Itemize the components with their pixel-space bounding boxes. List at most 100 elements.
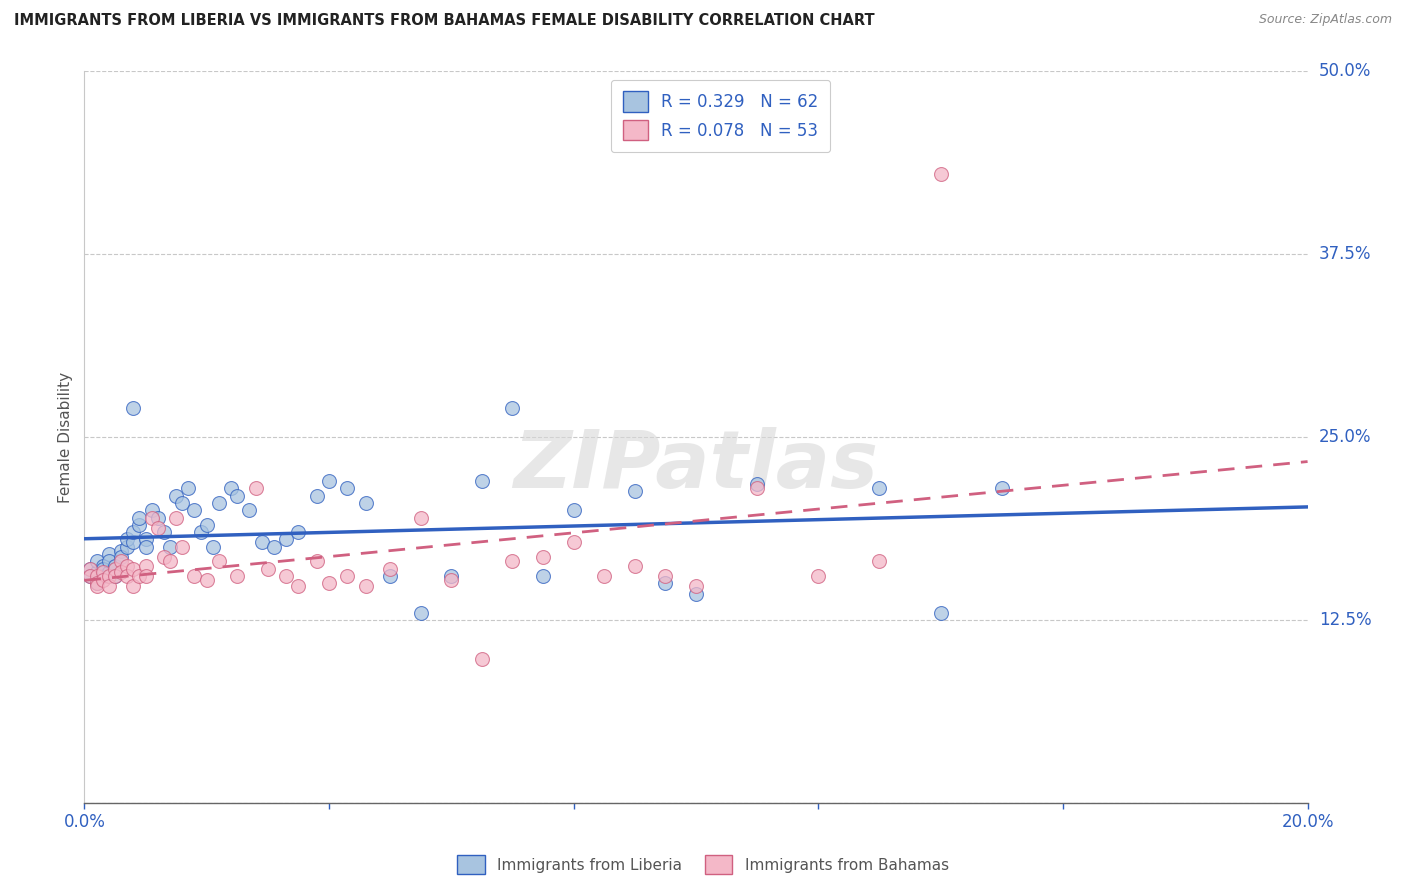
Point — [91, 565, 114, 579]
Point — [110, 565, 132, 579]
Point — [115, 558, 138, 573]
Point — [354, 496, 377, 510]
Point — [153, 549, 176, 564]
Point — [135, 540, 157, 554]
Point — [654, 576, 676, 591]
Point — [79, 569, 101, 583]
Point — [135, 533, 157, 547]
Point — [159, 540, 181, 554]
Point — [165, 510, 187, 524]
Point — [135, 569, 157, 583]
Point — [104, 562, 127, 576]
Point — [624, 484, 647, 499]
Point — [593, 569, 616, 583]
Point — [97, 554, 120, 568]
Point — [122, 579, 145, 593]
Point — [79, 562, 101, 576]
Point — [190, 525, 212, 540]
Point — [141, 503, 163, 517]
Point — [929, 606, 952, 620]
Point — [276, 569, 298, 583]
Point — [929, 167, 952, 181]
Point — [226, 489, 249, 503]
Point — [79, 562, 101, 576]
Point — [208, 554, 231, 568]
Point — [991, 481, 1014, 495]
Point — [208, 496, 231, 510]
Point — [531, 549, 554, 564]
Legend: Immigrants from Liberia, Immigrants from Bahamas: Immigrants from Liberia, Immigrants from… — [451, 849, 955, 880]
Point — [86, 569, 108, 583]
Point — [263, 540, 285, 554]
Point — [562, 503, 585, 517]
Point — [380, 569, 402, 583]
Point — [86, 554, 108, 568]
Point — [104, 562, 127, 576]
Point — [562, 535, 585, 549]
Point — [86, 576, 108, 591]
Point — [86, 576, 108, 591]
Point — [128, 569, 150, 583]
Point — [104, 569, 127, 583]
Text: ZIPatlas: ZIPatlas — [513, 427, 879, 506]
Point — [91, 569, 114, 583]
Point — [747, 476, 769, 491]
Point — [654, 569, 676, 583]
Point — [110, 549, 132, 564]
Point — [409, 510, 432, 524]
Point — [104, 558, 127, 573]
Point — [177, 481, 200, 495]
Point — [91, 562, 114, 576]
Point — [159, 554, 181, 568]
Point — [318, 474, 340, 488]
Point — [183, 503, 205, 517]
Point — [409, 606, 432, 620]
Point — [502, 554, 524, 568]
Point — [97, 565, 120, 579]
Point — [91, 574, 114, 588]
Point — [128, 517, 150, 532]
Point — [238, 503, 260, 517]
Point — [276, 533, 298, 547]
Point — [115, 533, 138, 547]
Point — [128, 510, 150, 524]
Point — [183, 569, 205, 583]
Text: Source: ZipAtlas.com: Source: ZipAtlas.com — [1258, 13, 1392, 27]
Point — [305, 489, 328, 503]
Point — [287, 525, 309, 540]
Legend: R = 0.329   N = 62, R = 0.078   N = 53: R = 0.329 N = 62, R = 0.078 N = 53 — [612, 79, 830, 152]
Point — [86, 565, 108, 579]
Point — [122, 562, 145, 576]
Point — [747, 481, 769, 495]
Text: 50.0%: 50.0% — [1319, 62, 1371, 80]
Point — [110, 554, 132, 568]
Point — [380, 562, 402, 576]
Point — [201, 540, 224, 554]
Point — [336, 481, 359, 495]
Point — [471, 652, 494, 666]
Point — [440, 569, 463, 583]
Point — [122, 401, 145, 415]
Point — [146, 510, 169, 524]
Point — [97, 579, 120, 593]
Text: IMMIGRANTS FROM LIBERIA VS IMMIGRANTS FROM BAHAMAS FEMALE DISABILITY CORRELATION: IMMIGRANTS FROM LIBERIA VS IMMIGRANTS FR… — [14, 13, 875, 29]
Point — [287, 579, 309, 593]
Point — [86, 579, 108, 593]
Point — [807, 569, 830, 583]
Point — [165, 489, 187, 503]
Point — [115, 569, 138, 583]
Point — [305, 554, 328, 568]
Text: 37.5%: 37.5% — [1319, 245, 1371, 263]
Point — [153, 525, 176, 540]
Point — [219, 481, 242, 495]
Point — [122, 535, 145, 549]
Point — [79, 569, 101, 583]
Point — [440, 574, 463, 588]
Text: 12.5%: 12.5% — [1319, 611, 1371, 629]
Point — [97, 547, 120, 561]
Point — [471, 474, 494, 488]
Point — [685, 579, 707, 593]
Point — [354, 579, 377, 593]
Point — [135, 558, 157, 573]
Point — [97, 569, 120, 583]
